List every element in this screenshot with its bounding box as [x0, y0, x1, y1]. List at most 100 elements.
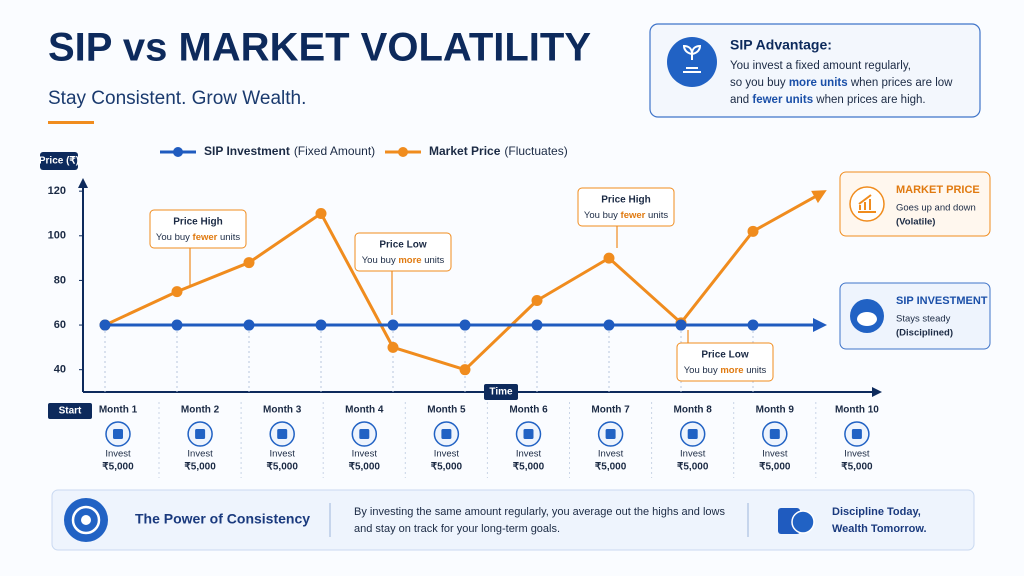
coins-icon — [778, 508, 815, 534]
text-part: units — [422, 255, 445, 266]
invest-label: Invest — [598, 449, 624, 460]
invest-label: Invest — [352, 449, 378, 460]
invest-glyph — [195, 429, 206, 439]
market-card-line: Goes up and down — [896, 203, 976, 214]
chart: SIP Investment (Fixed Amount) Market Price… — [39, 144, 882, 478]
text-part: You buy — [584, 210, 621, 221]
invest-amount: ₹5,000 — [841, 462, 873, 473]
text-part: when prices are high. — [813, 94, 926, 106]
text-part: units — [744, 365, 767, 376]
invest-amount: ₹5,000 — [677, 462, 709, 473]
footer-glyph — [81, 515, 91, 525]
y-label-box — [40, 152, 78, 170]
point — [459, 364, 471, 376]
invest-label: Invest — [105, 449, 131, 460]
point — [315, 207, 327, 219]
invest-glyph — [441, 429, 452, 439]
text-line: so you buy more units when prices are lo… — [730, 77, 953, 89]
callout-box — [577, 187, 675, 227]
point — [315, 319, 327, 331]
market-card-title: MARKET PRICE — [896, 184, 980, 196]
point — [531, 319, 543, 331]
invest-glyph — [687, 429, 698, 439]
market-card-line: (Volatile) — [896, 217, 935, 228]
footer-line: and stay on track for your long-term goa… — [354, 523, 560, 535]
legend-swatch — [398, 147, 408, 157]
y-tick-label: 120 — [48, 185, 66, 197]
axis-arrow — [78, 178, 88, 188]
invest-label: Invest — [270, 449, 296, 460]
legend-entry: SIP Investment (Fixed Amount) — [204, 144, 375, 158]
x-tick-label: Month 8 — [674, 405, 713, 416]
text-part: fewer — [621, 210, 646, 221]
text-part: units — [645, 210, 668, 221]
invest-amount: ₹5,000 — [184, 462, 216, 473]
legend-name: Market Price — [429, 144, 501, 158]
start-box — [48, 403, 92, 419]
x-tick-label: Month 6 — [509, 405, 548, 416]
text-line: You buy fewer units — [584, 210, 668, 221]
invest-amount: ₹5,000 — [102, 462, 134, 473]
arrow-point — [811, 190, 827, 204]
text-line: You buy fewer units — [156, 232, 240, 243]
invest-glyph — [523, 429, 534, 439]
axis-arrow — [872, 387, 882, 397]
invest-label: Invest — [762, 449, 788, 460]
text-part: so you buy — [730, 77, 789, 89]
point — [171, 319, 183, 331]
invest-label: Invest — [516, 449, 542, 460]
point — [171, 286, 183, 298]
point — [459, 319, 471, 331]
callout-title: Price High — [601, 195, 650, 206]
invest-amount: ₹5,000 — [759, 462, 791, 473]
invest-label: Invest — [187, 449, 213, 460]
point — [675, 319, 687, 331]
point — [747, 225, 759, 237]
sip-card-title: SIP INVESTMENT — [896, 295, 988, 307]
x-tick-label: Month 5 — [427, 405, 466, 416]
text-part: units — [217, 232, 240, 243]
text-part: fewer — [193, 232, 218, 243]
y-tick-label: 100 — [48, 230, 66, 242]
y-tick-label: 60 — [54, 319, 66, 331]
point — [387, 319, 399, 331]
text-line: You invest a fixed amount regularly, — [730, 60, 911, 72]
invest-glyph — [277, 429, 288, 439]
invest-amount: ₹5,000 — [595, 462, 627, 473]
invest-glyph — [769, 429, 780, 439]
y-tick-label: 40 — [54, 364, 66, 376]
footer-box — [51, 489, 975, 551]
text-part: more units — [789, 77, 848, 89]
point — [387, 341, 399, 353]
x-tick-label: Month 2 — [181, 405, 220, 416]
invest-glyph — [359, 429, 370, 439]
text-part: You buy — [156, 232, 193, 243]
x-label-box — [484, 384, 518, 400]
invest-amount: ₹5,000 — [431, 462, 463, 473]
invest-glyph — [113, 429, 123, 439]
sip-card — [839, 282, 991, 350]
market-card — [839, 171, 991, 237]
invest-amount: ₹5,000 — [267, 462, 299, 473]
callout-box — [149, 209, 247, 249]
point — [99, 319, 111, 331]
legend-note: (Fluctuates) — [504, 144, 567, 158]
text-part: when prices are low — [848, 77, 954, 89]
text-part: fewer units — [752, 94, 813, 106]
point — [747, 319, 759, 331]
title: SIP vs MARKET VOLATILITY — [48, 26, 591, 70]
invest-glyph — [851, 429, 862, 439]
arrow-point — [813, 318, 827, 333]
underline — [48, 121, 94, 124]
footer-title: The Power of Consistency — [135, 511, 310, 527]
subtitle: Stay Consistent. Grow Wealth. — [48, 88, 306, 109]
legend-entry: Market Price (Fluctuates) — [429, 144, 568, 158]
point — [603, 252, 615, 264]
advantage-title: SIP Advantage: — [730, 37, 832, 53]
text-line: You buy more units — [362, 255, 445, 266]
x-tick-label: Month 9 — [756, 405, 795, 416]
invest-amount: ₹5,000 — [513, 462, 545, 473]
point — [243, 257, 255, 269]
advantage-text: You invest a fixed amount regularly, so y… — [730, 60, 953, 106]
invest-label: Invest — [680, 449, 706, 460]
